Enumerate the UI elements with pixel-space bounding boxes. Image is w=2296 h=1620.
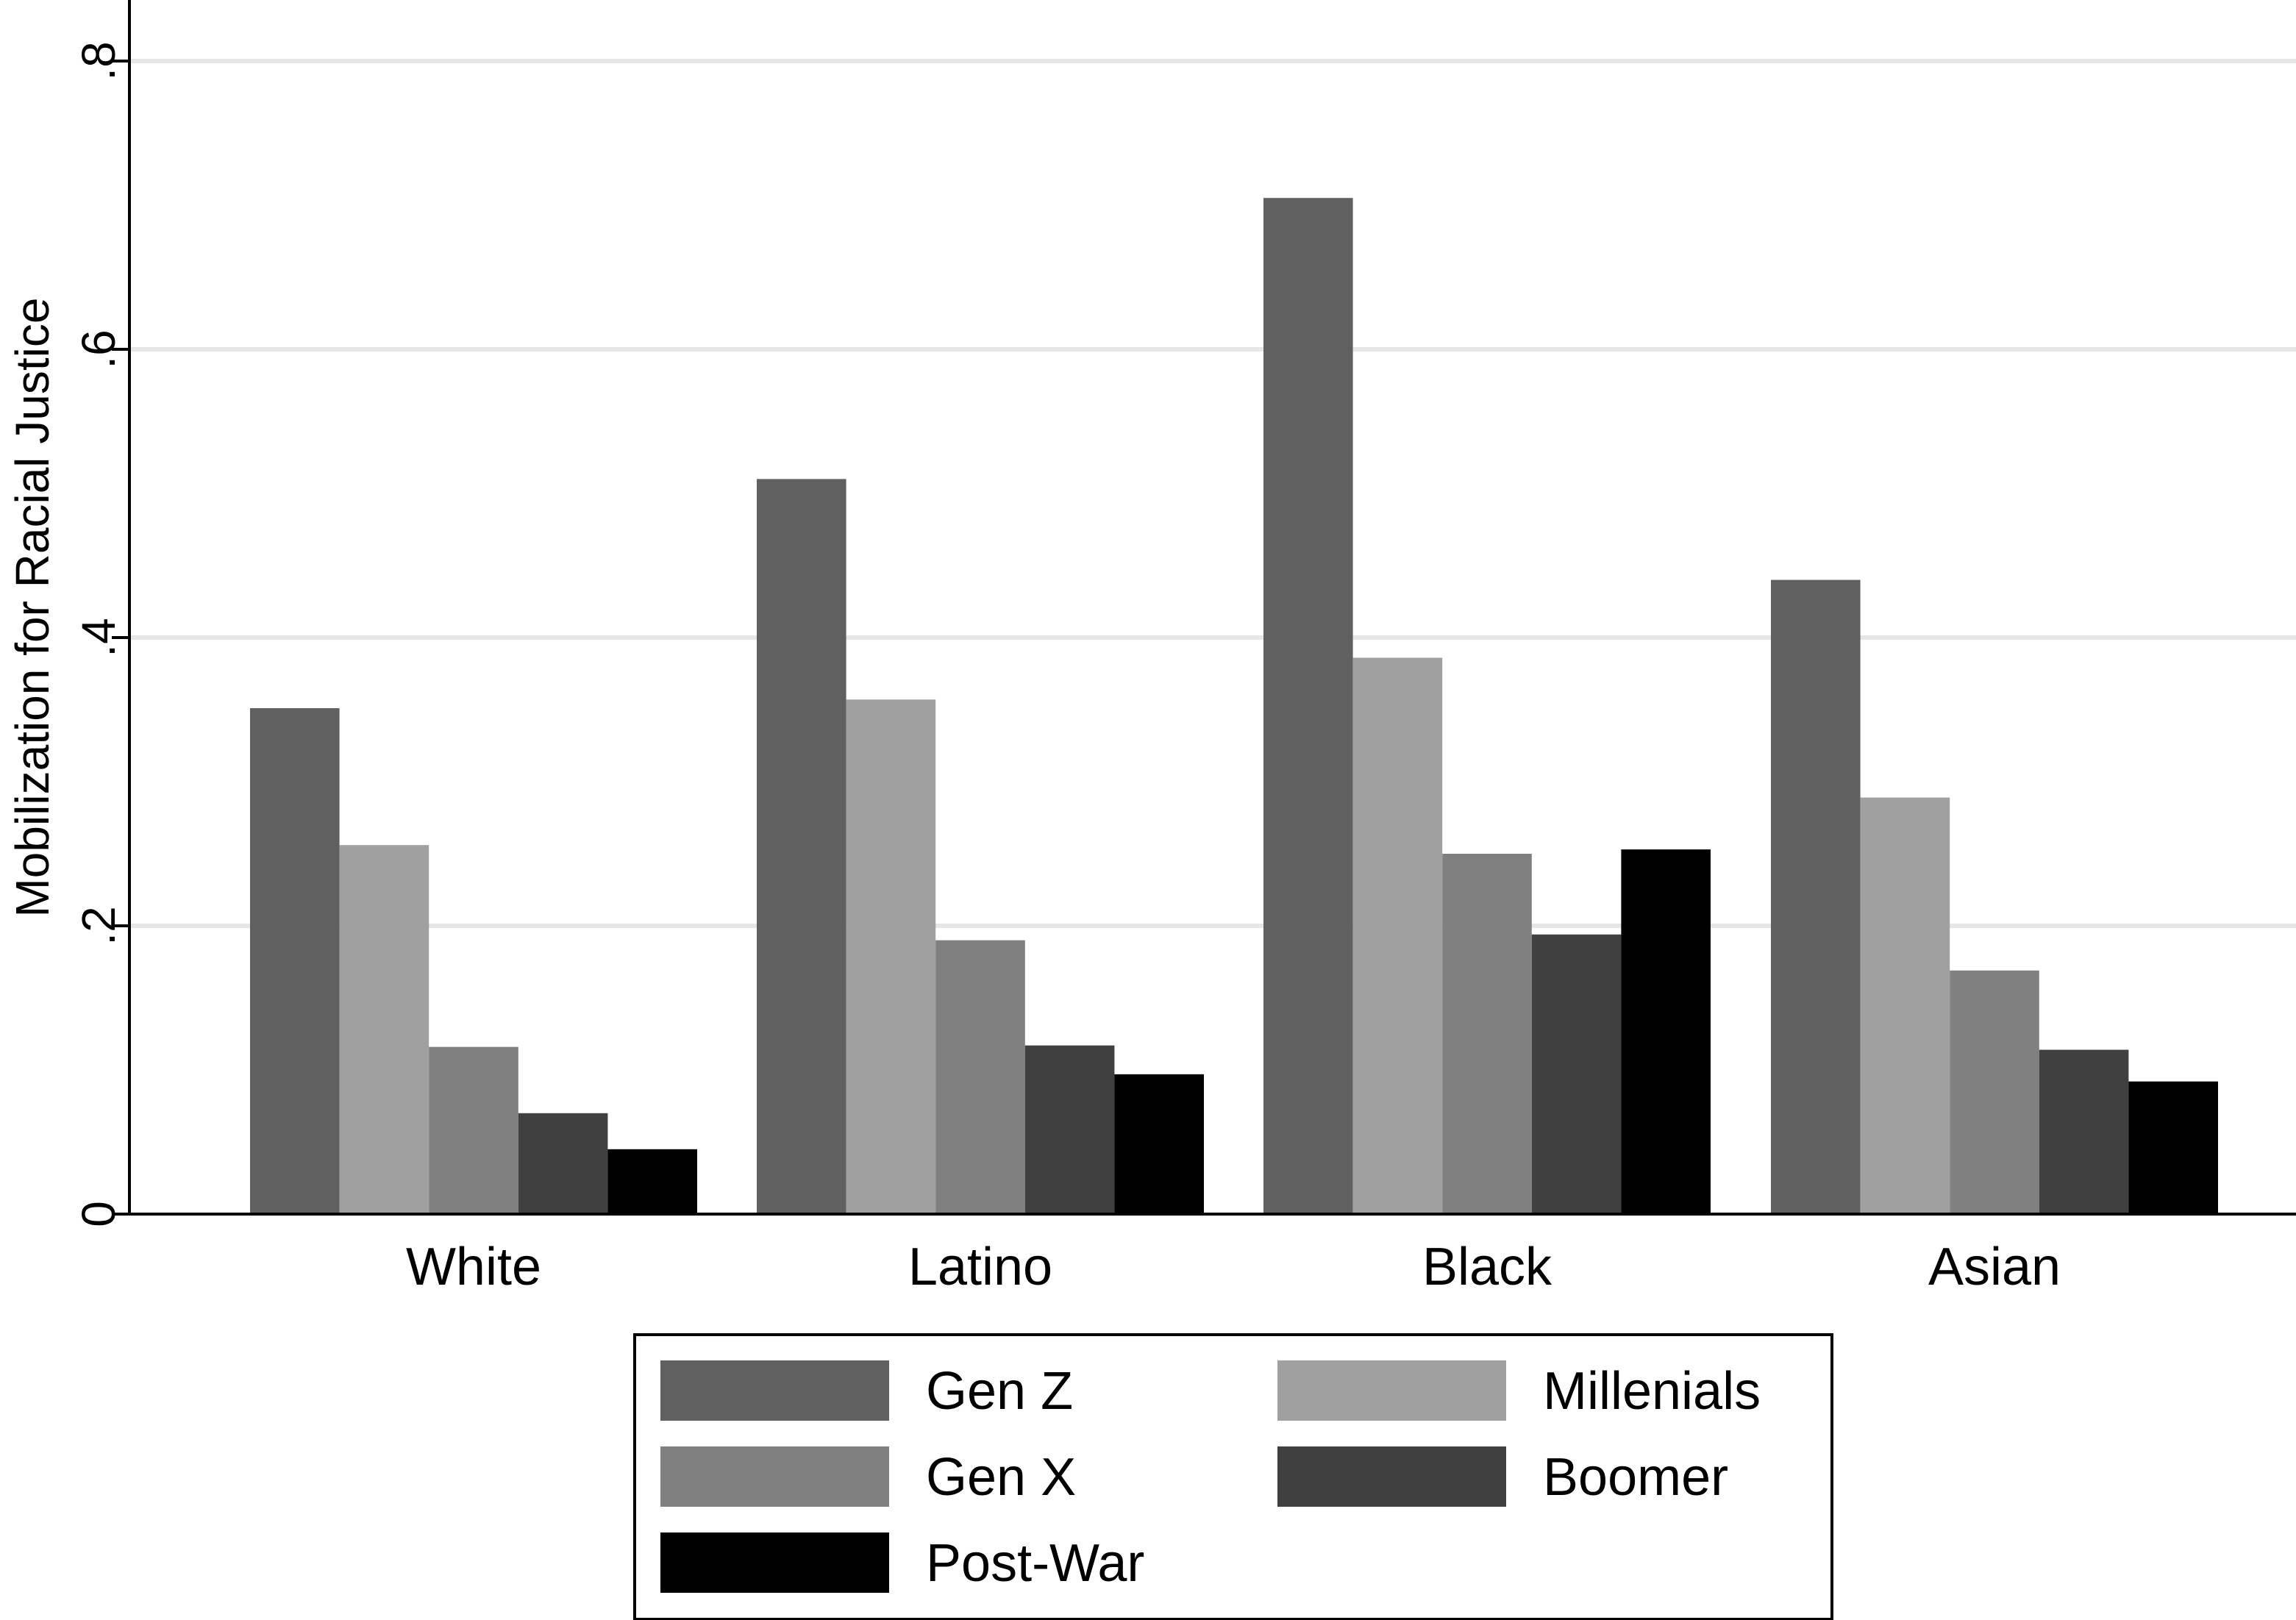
axes — [128, 0, 2296, 1216]
legend-swatch-gen-x — [660, 1446, 889, 1507]
legend: Gen Z Millenials Gen X Boomer Post-War — [633, 1333, 1833, 1620]
y-tick-label-1: .2 — [72, 906, 125, 945]
bar-latino-post-war — [1114, 1074, 1204, 1214]
y-ticks: 0 .2 .4 .6 .8 — [72, 41, 129, 1227]
y-tick-label-3: .6 — [72, 329, 125, 368]
bar-white-millenials — [339, 845, 429, 1214]
y-tick-label-0: 0 — [72, 1201, 125, 1227]
legend-swatch-post-war — [660, 1532, 889, 1593]
bar-latino-boomer — [1024, 1045, 1115, 1214]
bar-black-gen-z — [1263, 198, 1353, 1215]
y-tick-label-4: .8 — [72, 41, 125, 80]
legend-label-post-war: Post-War — [926, 1534, 1144, 1593]
legend-swatch-boomer — [1277, 1446, 1506, 1507]
bar-latino-gen-z — [757, 479, 846, 1214]
legend-label-gen-x: Gen X — [926, 1448, 1076, 1507]
gridlines — [129, 59, 2296, 928]
bars — [250, 198, 2218, 1215]
legend-swatch-gen-z — [660, 1360, 889, 1421]
category-label-asian: Asian — [1928, 1238, 2061, 1296]
bar-asian-post-war — [2128, 1081, 2218, 1214]
bar-black-post-war — [1621, 849, 1711, 1214]
legend-label-boomer: Boomer — [1543, 1448, 1728, 1507]
category-label-black: Black — [1422, 1238, 1552, 1296]
bar-latino-gen-x — [935, 940, 1025, 1214]
bar-white-gen-z — [250, 708, 340, 1214]
y-tick-label-2: .4 — [72, 618, 125, 657]
legend-swatch-millenials — [1277, 1360, 1506, 1421]
legend-label-millenials: Millenials — [1543, 1362, 1761, 1421]
y-axis-title: Mobilization for Racial Justice — [6, 298, 59, 918]
bar-black-millenials — [1352, 657, 1443, 1214]
bar-black-gen-x — [1442, 854, 1532, 1214]
bar-asian-gen-z — [1771, 579, 1861, 1214]
bar-latino-millenials — [846, 699, 936, 1214]
bar-white-boomer — [518, 1113, 608, 1214]
bar-asian-millenials — [1860, 797, 1950, 1214]
category-label-latino: Latino — [908, 1238, 1052, 1296]
bar-white-post-war — [607, 1149, 697, 1214]
bar-white-gen-x — [429, 1046, 518, 1214]
category-labels: White Latino Black Asian — [406, 1238, 2061, 1296]
bar-black-boomer — [1531, 934, 1622, 1214]
bar-asian-gen-x — [1950, 970, 2039, 1214]
category-label-white: White — [406, 1238, 541, 1296]
bar-asian-boomer — [2039, 1049, 2129, 1214]
legend-label-gen-z: Gen Z — [926, 1362, 1073, 1421]
